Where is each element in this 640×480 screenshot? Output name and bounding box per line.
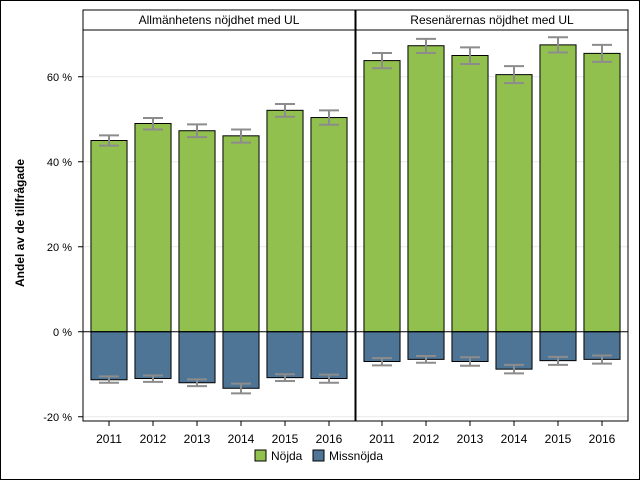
bar-nojda	[583, 52, 621, 333]
y-tick-label: 40 %	[47, 157, 72, 169]
legend-swatch-nojda	[254, 449, 267, 462]
bar-nojda	[90, 140, 128, 333]
bar-missnojda	[90, 331, 128, 381]
axis-layer: -20 % 0 % 20 % 40 % 60 % 2011 2012 2013 2014 2015…	[43, 72, 615, 446]
bar-missnojda	[363, 331, 401, 362]
y-tick-label: 20 %	[47, 242, 72, 254]
panel-frames: Allmänhetens nöjdhet med UL Resenärernas …	[82, 9, 629, 422]
x-tick-label: 2013	[457, 432, 484, 446]
bar-nojda	[363, 60, 401, 333]
bar-nojda	[495, 74, 533, 333]
x-tick-label: 2014	[228, 432, 255, 446]
x-tick-label: 2015	[272, 432, 299, 446]
error-bar-layer	[99, 36, 612, 395]
legend: Nöjda Missnöjda	[254, 449, 383, 463]
bar-missnojda	[495, 331, 533, 370]
bar-nojda	[178, 130, 216, 333]
bar-nojda	[407, 45, 445, 333]
x-tick-label: 2012	[413, 432, 440, 446]
legend-swatch-missnojda	[312, 449, 325, 462]
bar-missnojda	[266, 331, 304, 379]
bar-nojda	[134, 123, 172, 333]
bar-missnojda	[134, 331, 172, 379]
y-tick-label: -20 %	[43, 412, 72, 424]
legend-label-missnojda: Missnöjda	[329, 449, 383, 463]
x-tick-label: 2012	[140, 432, 167, 446]
y-tick-label: 0 %	[53, 327, 72, 339]
panel-title: Resenärernas nöjdhet med UL	[410, 13, 574, 27]
legend-label-nojda: Nöjda	[271, 449, 303, 463]
x-tick-label: 2015	[545, 432, 572, 446]
bar-nojda	[266, 109, 304, 333]
y-axis-label: Andel av de tillfrågade	[13, 159, 27, 287]
bar-missnojda	[310, 331, 348, 379]
x-tick-label: 2016	[316, 432, 343, 446]
bar-layer	[90, 44, 621, 389]
y-tick-label: 60 %	[47, 72, 72, 84]
x-tick-label: 2013	[184, 432, 211, 446]
x-tick-label: 2014	[501, 432, 528, 446]
x-tick-label: 2011	[369, 432, 395, 446]
bar-nojda	[451, 55, 489, 333]
x-tick-label: 2011	[96, 432, 122, 446]
bar-missnojda	[178, 331, 216, 384]
x-tick-label: 2016	[589, 432, 616, 446]
grid-layer	[83, 76, 628, 418]
bar-missnojda	[222, 331, 260, 389]
bar-nojda	[222, 135, 260, 333]
bar-missnojda	[407, 331, 445, 360]
bar-nojda	[310, 117, 348, 333]
panel-title: Allmänhetens nöjdhet med UL	[139, 13, 300, 27]
bar-nojda	[539, 44, 577, 333]
